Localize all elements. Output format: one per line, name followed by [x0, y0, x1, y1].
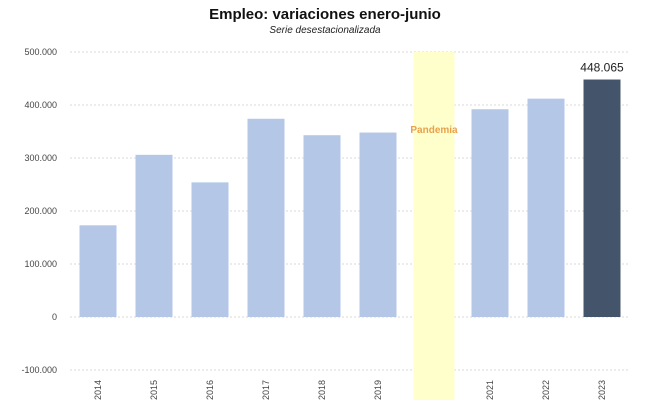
- x-tick-label: 2023: [597, 380, 607, 400]
- bar-2015: [135, 154, 173, 317]
- x-tick-label: 2022: [541, 380, 551, 400]
- bar-2017: [247, 118, 285, 317]
- bar-2022: [527, 98, 565, 317]
- y-tick-label: 100.000: [24, 259, 57, 269]
- y-tick-label: 200.000: [24, 206, 57, 216]
- pandemic-band: [413, 52, 455, 400]
- bar-2014: [79, 225, 117, 317]
- chart-subtitle: Serie desestacionalizada: [269, 25, 381, 36]
- x-tick-label: 2017: [261, 380, 271, 400]
- x-tick-label: 2019: [373, 380, 383, 400]
- bar-2023: [583, 79, 621, 318]
- data-label-2023: 448.065: [580, 61, 624, 75]
- y-tick-label: 500.000: [24, 47, 57, 57]
- x-tick-label: 2016: [205, 380, 215, 400]
- bar-2018: [303, 135, 341, 317]
- y-tick-label: 300.000: [24, 153, 57, 163]
- y-tick-label: 0: [52, 312, 57, 322]
- y-tick-label: -100.000: [21, 365, 57, 375]
- y-tick-label: 400.000: [24, 100, 57, 110]
- bar-2019: [359, 132, 397, 317]
- bar-2021: [471, 109, 509, 318]
- x-tick-label: 2018: [317, 380, 327, 400]
- x-tick-label: 2014: [93, 380, 103, 400]
- chart-title: Empleo: variaciones enero-junio: [209, 6, 441, 23]
- x-tick-label: 2015: [149, 380, 159, 400]
- x-tick-label: 2021: [485, 380, 495, 400]
- bar-2016: [191, 182, 229, 317]
- pandemic-label: Pandemia: [410, 125, 458, 136]
